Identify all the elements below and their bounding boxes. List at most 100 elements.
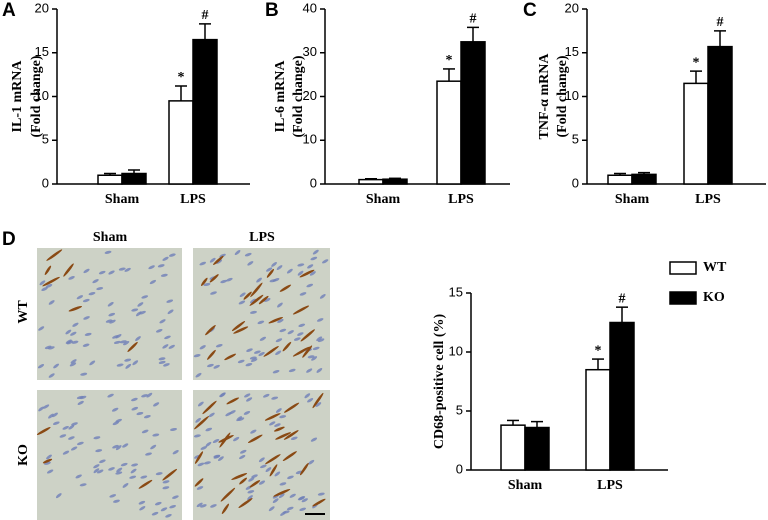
- nucleus: [92, 279, 99, 284]
- nucleus: [280, 511, 287, 516]
- y-axis-label: TNF-α mRNA: [537, 53, 552, 140]
- nucleus: [96, 287, 104, 291]
- nucleus: [316, 318, 324, 322]
- nucleus: [136, 411, 144, 416]
- nucleus: [307, 398, 314, 403]
- nucleus: [131, 397, 138, 402]
- micrograph: [37, 390, 182, 520]
- y-tick-label: 15: [449, 284, 463, 299]
- nucleus: [154, 501, 162, 506]
- nucleus: [245, 362, 253, 367]
- nucleus: [122, 483, 129, 488]
- nucleus: [258, 457, 265, 463]
- nucleus: [62, 425, 69, 430]
- nucleus: [38, 326, 45, 331]
- nucleus: [93, 468, 100, 474]
- nucleus: [157, 264, 165, 268]
- nucleus: [125, 363, 132, 369]
- nucleus: [88, 291, 96, 296]
- nucleus: [316, 336, 323, 342]
- nucleus: [219, 253, 226, 258]
- nucleus: [141, 429, 149, 434]
- stain: [249, 294, 264, 306]
- stain: [243, 291, 252, 300]
- stain: [312, 498, 326, 507]
- nucleus: [307, 355, 315, 359]
- y-tick-label: 5: [572, 132, 579, 147]
- nucleus: [167, 309, 174, 315]
- nucleus: [246, 397, 253, 402]
- nucleus: [108, 270, 115, 275]
- nucleus: [162, 344, 169, 349]
- stain: [273, 426, 285, 432]
- nucleus: [155, 472, 163, 476]
- nucleus: [44, 345, 52, 350]
- nucleus: [315, 402, 322, 407]
- nucleus: [304, 393, 311, 399]
- stain: [268, 316, 284, 324]
- nucleus: [220, 392, 226, 398]
- nucleus: [160, 507, 168, 512]
- nucleus: [277, 302, 283, 308]
- nucleus: [286, 268, 293, 274]
- y-tick-label: 0: [310, 175, 317, 190]
- bar: [609, 321, 635, 471]
- nucleus: [264, 298, 271, 302]
- nucleus: [137, 302, 144, 307]
- nucleus: [172, 449, 179, 455]
- nucleus: [203, 282, 211, 287]
- nucleus: [98, 270, 106, 275]
- nucleus: [250, 310, 257, 314]
- nucleus: [115, 471, 123, 475]
- nucleus: [238, 300, 246, 305]
- nucleus: [250, 429, 257, 434]
- nucleus: [70, 331, 77, 336]
- stain: [269, 464, 278, 477]
- nucleus: [301, 498, 308, 503]
- nucleus: [317, 338, 325, 343]
- nucleus: [135, 311, 142, 317]
- bar: [382, 178, 408, 185]
- micrographs: [36, 248, 330, 520]
- nucleus: [70, 446, 78, 451]
- y-tick-label: 10: [449, 343, 463, 358]
- stain: [300, 329, 315, 342]
- nucleus: [215, 343, 223, 348]
- stain: [247, 434, 263, 443]
- significance: *: [178, 70, 185, 85]
- nucleus: [105, 319, 113, 323]
- nucleus: [278, 493, 285, 499]
- nucleus: [199, 261, 207, 266]
- nucleus: [200, 446, 208, 450]
- panel-letter: D: [2, 229, 16, 250]
- nucleus: [93, 464, 100, 469]
- nucleus: [140, 475, 148, 479]
- nucleus: [83, 316, 90, 320]
- nucleus: [220, 279, 228, 284]
- nucleus: [195, 372, 202, 378]
- nucleus: [199, 504, 207, 508]
- nucleus: [213, 364, 220, 369]
- stain: [292, 305, 310, 315]
- bar: [121, 172, 147, 185]
- nucleus: [279, 328, 287, 333]
- nucleus: [308, 459, 315, 465]
- nucleus: [215, 259, 223, 264]
- nucleus: [297, 263, 305, 267]
- nucleus: [166, 299, 174, 303]
- stain: [249, 480, 261, 488]
- stain: [213, 255, 224, 265]
- y-tick-label: 10: [565, 88, 579, 103]
- nucleus: [287, 475, 294, 480]
- bar: [585, 368, 611, 471]
- nucleus: [279, 415, 287, 419]
- y-tick-label: 5: [456, 402, 463, 417]
- nucleus: [195, 417, 202, 423]
- nucleus: [297, 332, 304, 336]
- nucleus: [43, 404, 50, 409]
- nucleus: [152, 433, 160, 437]
- x-tick-label: Sham: [105, 192, 140, 207]
- nucleus: [258, 480, 266, 485]
- nucleus: [37, 363, 45, 369]
- y-axis-label: (Fold change): [555, 55, 570, 137]
